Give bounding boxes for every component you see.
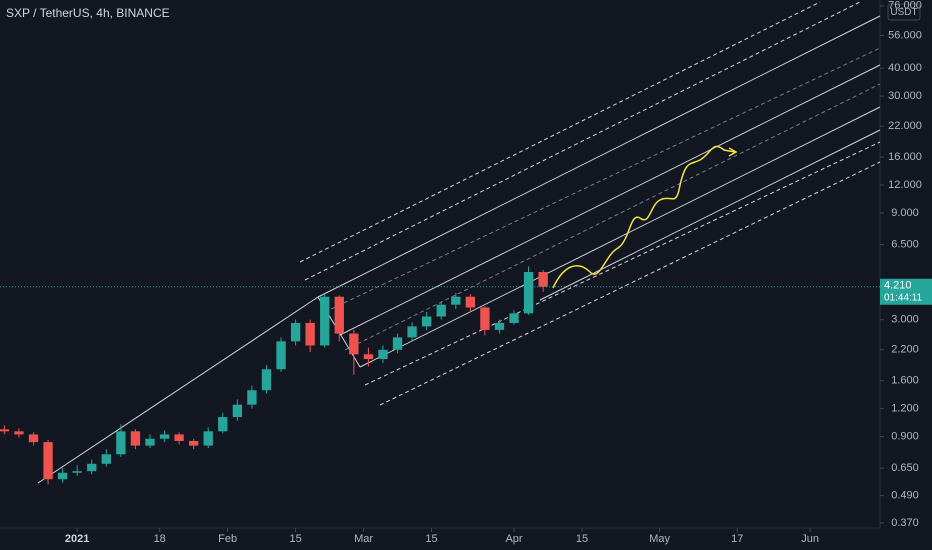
- candle-body: [130, 431, 141, 446]
- candle-body: [57, 472, 68, 480]
- projection-arrow: [728, 147, 738, 157]
- y-tick-label: 6.500: [891, 238, 919, 250]
- last-price-box: [880, 278, 932, 305]
- x-tick-label: 17: [731, 533, 743, 545]
- x-tick-label: 15: [576, 533, 588, 545]
- candle-body: [421, 316, 432, 327]
- x-tick-label: 18: [154, 533, 166, 545]
- x-tick-label: Feb: [218, 533, 237, 545]
- candle-body: [363, 354, 374, 360]
- y-tick-label: 40.000: [888, 62, 922, 74]
- trend-line: [37, 296, 319, 484]
- countdown-label: 01:44:11: [884, 292, 923, 303]
- candle-body: [101, 454, 111, 464]
- channel-line: [317, 15, 881, 298]
- candle-body: [0, 429, 10, 432]
- candle-body: [436, 304, 446, 317]
- channel-line: [344, 83, 881, 351]
- drawings: [37, 1, 881, 484]
- y-tick-label: 22.000: [888, 120, 922, 132]
- y-tick-label: 1.600: [891, 375, 919, 387]
- marks: [0, 266, 548, 485]
- y-tick-label: 76.000: [888, 0, 922, 12]
- y-tick-label: 2.200: [891, 344, 919, 356]
- last-price-label: 4.210: [884, 280, 912, 292]
- y-tick-label: 0.900: [891, 430, 919, 442]
- candle-body: [145, 438, 155, 446]
- x-tick-label: 15: [425, 533, 437, 545]
- candle-body: [465, 296, 475, 308]
- candle-body: [378, 349, 388, 360]
- candle-body: [290, 322, 301, 342]
- x-tick-label: Apr: [505, 533, 522, 545]
- y-tick-label: 3.000: [891, 314, 919, 326]
- y-tick-label: 9.000: [891, 207, 919, 219]
- y-tick-label: 0.370: [891, 517, 919, 529]
- x-tick-label: Mar: [354, 533, 373, 545]
- y-tick-label: 16.000: [888, 151, 922, 163]
- candle-body: [494, 322, 505, 330]
- chart-title: SXP / TetherUS, 4h, BINANCE: [6, 6, 170, 20]
- candle-body: [232, 404, 243, 418]
- channel-line: [364, 141, 881, 386]
- candle-body: [509, 313, 519, 323]
- channel-line: [539, 129, 881, 301]
- x-tick-label: 2021: [65, 533, 89, 545]
- y-tick-label: 0.490: [891, 490, 919, 502]
- candle-body: [28, 434, 39, 443]
- projection-path: [552, 145, 736, 289]
- candle-body: [349, 333, 359, 355]
- candle-body: [14, 431, 24, 435]
- candle-body: [87, 463, 97, 472]
- currency-label: USDT: [890, 7, 917, 18]
- y-tick-label: 1.200: [891, 403, 919, 415]
- candle-body: [320, 296, 330, 346]
- candle-body: [116, 431, 126, 455]
- y-tick-label: 30.000: [888, 90, 922, 102]
- channel-line: [299, 1, 821, 263]
- candle-body: [261, 369, 272, 391]
- candle-body: [392, 337, 403, 350]
- x-tick-label: 15: [289, 533, 301, 545]
- candle-body: [189, 440, 199, 446]
- candle-body: [203, 431, 213, 446]
- y-tick-label: 0.650: [891, 462, 919, 474]
- candle-body: [334, 296, 344, 334]
- channel-line: [379, 161, 881, 406]
- x-tick-label: Jun: [801, 533, 819, 545]
- candle-body: [523, 272, 534, 314]
- candle-body: [407, 326, 417, 338]
- candle-body: [174, 434, 184, 441]
- candle-body: [276, 341, 286, 370]
- candle-body: [43, 442, 53, 480]
- candle-body: [159, 434, 170, 439]
- candle-body: [538, 272, 548, 287]
- y-tick-label: 56.000: [888, 29, 922, 41]
- candle-body: [72, 471, 82, 473]
- candle-body: [305, 322, 315, 346]
- currency-box: [887, 3, 921, 21]
- y-tick-label: 12.000: [888, 179, 922, 191]
- channel-line: [339, 64, 881, 336]
- channel-line: [359, 106, 881, 368]
- candle-body: [247, 390, 257, 405]
- candle-body: [480, 307, 490, 330]
- channel-line: [304, 1, 861, 281]
- x-tick-label: May: [649, 533, 670, 545]
- candle-body: [451, 296, 461, 305]
- channel-line: [324, 47, 881, 313]
- candle-body: [218, 417, 228, 432]
